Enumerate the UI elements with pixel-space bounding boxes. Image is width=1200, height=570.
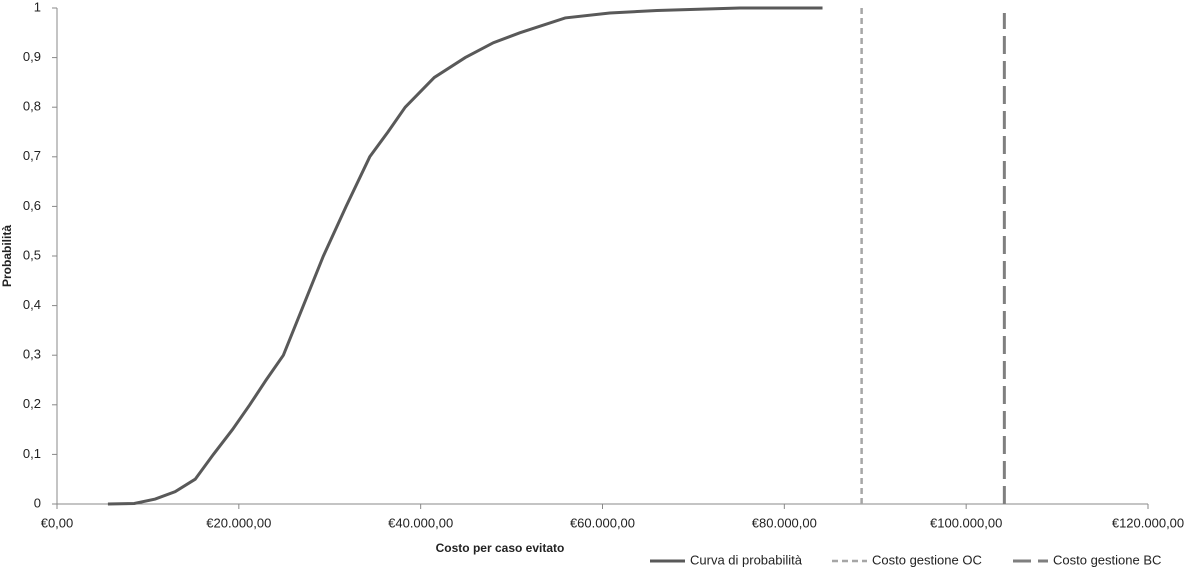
x-tick-label: €40.000,00 <box>388 515 453 530</box>
x-axis-label: Costo per caso evitato <box>436 541 565 555</box>
x-tick-label: €100.000,00 <box>930 515 1002 530</box>
legend-label: Curva di probabilità <box>690 552 803 567</box>
x-tick-label: €120.000,00 <box>1112 515 1184 530</box>
x-tick-label: €20.000,00 <box>206 515 271 530</box>
y-axis-label: Probabilità <box>0 225 14 287</box>
x-tick-label: €60.000,00 <box>570 515 635 530</box>
y-tick-label: 0,9 <box>23 49 41 64</box>
series-line <box>107 6 823 506</box>
y-tick-label: 0,6 <box>23 198 41 213</box>
y-tick-label: 0 <box>34 495 41 510</box>
y-tick-label: 1 <box>34 0 41 14</box>
y-tick-label: 0,8 <box>23 99 41 114</box>
y-tick-label: 0,4 <box>23 297 41 312</box>
y-tick-label: 0,2 <box>23 396 41 411</box>
y-tick-label: 0,7 <box>23 148 41 163</box>
y-tick-label: 0,1 <box>23 446 41 461</box>
y-tick-label: 0,5 <box>23 247 41 262</box>
legend-label: Costo gestione OC <box>872 552 982 567</box>
y-tick-label: 0,3 <box>23 347 41 362</box>
legend-label: Costo gestione BC <box>1053 552 1161 567</box>
x-tick-label: €80.000,00 <box>752 515 817 530</box>
x-tick-label: €0,00 <box>41 515 74 530</box>
